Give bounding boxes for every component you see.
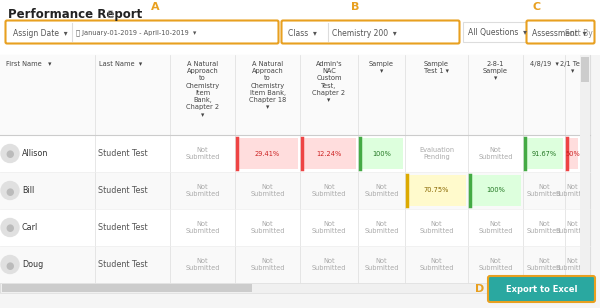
Text: Not
Submitted: Not Submitted bbox=[250, 258, 285, 271]
Bar bbox=[2, 284, 252, 292]
Text: Not
Submitted: Not Submitted bbox=[527, 258, 561, 271]
Text: Not
Submitted: Not Submitted bbox=[478, 221, 513, 234]
Text: 12.24%: 12.24% bbox=[316, 151, 341, 156]
Text: ▶: ▶ bbox=[583, 286, 587, 290]
Bar bbox=[0, 209, 590, 246]
Text: 91.67%: 91.67% bbox=[532, 151, 557, 156]
Bar bbox=[407, 175, 466, 206]
Text: Student Test: Student Test bbox=[98, 149, 148, 158]
Bar bbox=[463, 22, 553, 42]
Circle shape bbox=[1, 256, 19, 274]
Text: Sort By: Sort By bbox=[565, 29, 593, 38]
Text: 📅 January-01-2019 - April-10-2019  ▾: 📅 January-01-2019 - April-10-2019 ▾ bbox=[76, 30, 196, 36]
Bar bbox=[580, 55, 590, 283]
Bar bbox=[0, 172, 590, 209]
Text: Not
Submitted: Not Submitted bbox=[250, 184, 285, 197]
Text: 70.75%: 70.75% bbox=[424, 188, 449, 193]
Text: Not
Submitted: Not Submitted bbox=[478, 258, 513, 271]
Bar bbox=[581, 57, 589, 82]
Text: Sample
Test 1 ▾: Sample Test 1 ▾ bbox=[424, 61, 449, 74]
Text: Not
Submitted: Not Submitted bbox=[527, 184, 561, 197]
Text: Not
Submitted: Not Submitted bbox=[527, 221, 561, 234]
Text: Not
Submitted: Not Submitted bbox=[419, 258, 454, 271]
Text: Bill: Bill bbox=[22, 186, 34, 195]
Text: First Name   ▾: First Name ▾ bbox=[6, 61, 52, 67]
Text: A Natural
Approach
to
Chemistry
Item
Bank,
Chapter 2
▾: A Natural Approach to Chemistry Item Ban… bbox=[185, 61, 220, 118]
Text: Not
Submitted: Not Submitted bbox=[419, 221, 454, 234]
Text: D: D bbox=[475, 284, 485, 294]
Text: Export to Excel: Export to Excel bbox=[506, 285, 577, 294]
Text: 100%: 100% bbox=[372, 151, 391, 156]
Text: Not
Submitted: Not Submitted bbox=[312, 184, 346, 197]
Text: 4/8/19  ▾: 4/8/19 ▾ bbox=[530, 61, 559, 67]
Text: 100%: 100% bbox=[486, 188, 505, 193]
Text: Sample
▾: Sample ▾ bbox=[369, 61, 394, 74]
Text: Student Test: Student Test bbox=[98, 186, 148, 195]
Text: Student Test: Student Test bbox=[98, 260, 148, 269]
Text: Student Test: Student Test bbox=[98, 223, 148, 232]
Bar bbox=[0, 55, 590, 135]
FancyBboxPatch shape bbox=[281, 21, 460, 43]
Text: Performance Report: Performance Report bbox=[8, 8, 142, 21]
Text: All Questions  ▾: All Questions ▾ bbox=[468, 29, 527, 38]
Text: Carl: Carl bbox=[22, 223, 38, 232]
Circle shape bbox=[1, 218, 19, 237]
Bar bbox=[0, 293, 600, 308]
FancyBboxPatch shape bbox=[5, 21, 278, 43]
Text: Assign Date  ▾: Assign Date ▾ bbox=[13, 29, 68, 38]
FancyBboxPatch shape bbox=[488, 276, 595, 302]
Text: Not
Submitted: Not Submitted bbox=[364, 221, 399, 234]
Text: Not
Submitted: Not Submitted bbox=[478, 147, 513, 160]
Text: Not
Submitted: Not Submitted bbox=[364, 258, 399, 271]
Bar bbox=[525, 138, 563, 169]
Text: Last Name  ▾: Last Name ▾ bbox=[99, 61, 142, 67]
Text: ●: ● bbox=[6, 187, 14, 197]
Bar bbox=[0, 135, 590, 172]
Text: Not
Submitted: Not Submitted bbox=[364, 184, 399, 197]
Text: B: B bbox=[351, 2, 359, 12]
Bar bbox=[0, 246, 590, 283]
Text: Not
Submitted: Not Submitted bbox=[555, 221, 590, 234]
Text: Not
Submitted: Not Submitted bbox=[555, 184, 590, 197]
Text: ●: ● bbox=[6, 224, 14, 233]
Text: 29.41%: 29.41% bbox=[255, 151, 280, 156]
Text: ●: ● bbox=[6, 149, 14, 160]
Text: ⓘ: ⓘ bbox=[108, 9, 113, 18]
Bar bbox=[0, 283, 590, 293]
Text: Not
Submitted: Not Submitted bbox=[185, 258, 220, 271]
Bar bbox=[567, 138, 578, 169]
Text: 50%: 50% bbox=[565, 151, 580, 156]
Bar bbox=[302, 138, 356, 169]
Text: ●: ● bbox=[6, 261, 14, 270]
Bar bbox=[237, 138, 298, 169]
Text: C: C bbox=[533, 2, 541, 12]
Text: Not
Submitted: Not Submitted bbox=[555, 258, 590, 271]
Text: Class  ▾: Class ▾ bbox=[288, 29, 317, 38]
Text: A Natural
Approach
to
Chemistry
Item Bank,
Chapter 18
▾: A Natural Approach to Chemistry Item Ban… bbox=[249, 61, 286, 111]
Text: Evaluation
Pending: Evaluation Pending bbox=[419, 147, 454, 160]
Bar bbox=[470, 175, 521, 206]
Circle shape bbox=[1, 181, 19, 200]
Bar bbox=[360, 138, 403, 169]
Bar bbox=[0, 55, 590, 293]
Text: Assessment  ▾: Assessment ▾ bbox=[532, 29, 587, 38]
Text: A: A bbox=[151, 2, 160, 12]
Text: Not
Submitted: Not Submitted bbox=[185, 147, 220, 160]
Text: 2-8-1
Sample
▾: 2-8-1 Sample ▾ bbox=[483, 61, 508, 82]
Circle shape bbox=[1, 144, 19, 163]
FancyBboxPatch shape bbox=[527, 21, 595, 43]
Text: Not
Submitted: Not Submitted bbox=[312, 258, 346, 271]
Text: Allison: Allison bbox=[22, 149, 49, 158]
Text: Admin's
NAC
Custom
Test,
Chapter 2
▾: Admin's NAC Custom Test, Chapter 2 ▾ bbox=[313, 61, 346, 103]
Text: Not
Submitted: Not Submitted bbox=[250, 221, 285, 234]
Text: Not
Submitted: Not Submitted bbox=[185, 184, 220, 197]
Text: Not
Submitted: Not Submitted bbox=[312, 221, 346, 234]
Bar bbox=[0, 0, 600, 55]
Text: Chemistry 200  ▾: Chemistry 200 ▾ bbox=[332, 29, 397, 38]
Text: Doug: Doug bbox=[22, 260, 43, 269]
Text: 2/1 Test
▾: 2/1 Test ▾ bbox=[560, 61, 586, 74]
Text: Not
Submitted: Not Submitted bbox=[185, 221, 220, 234]
